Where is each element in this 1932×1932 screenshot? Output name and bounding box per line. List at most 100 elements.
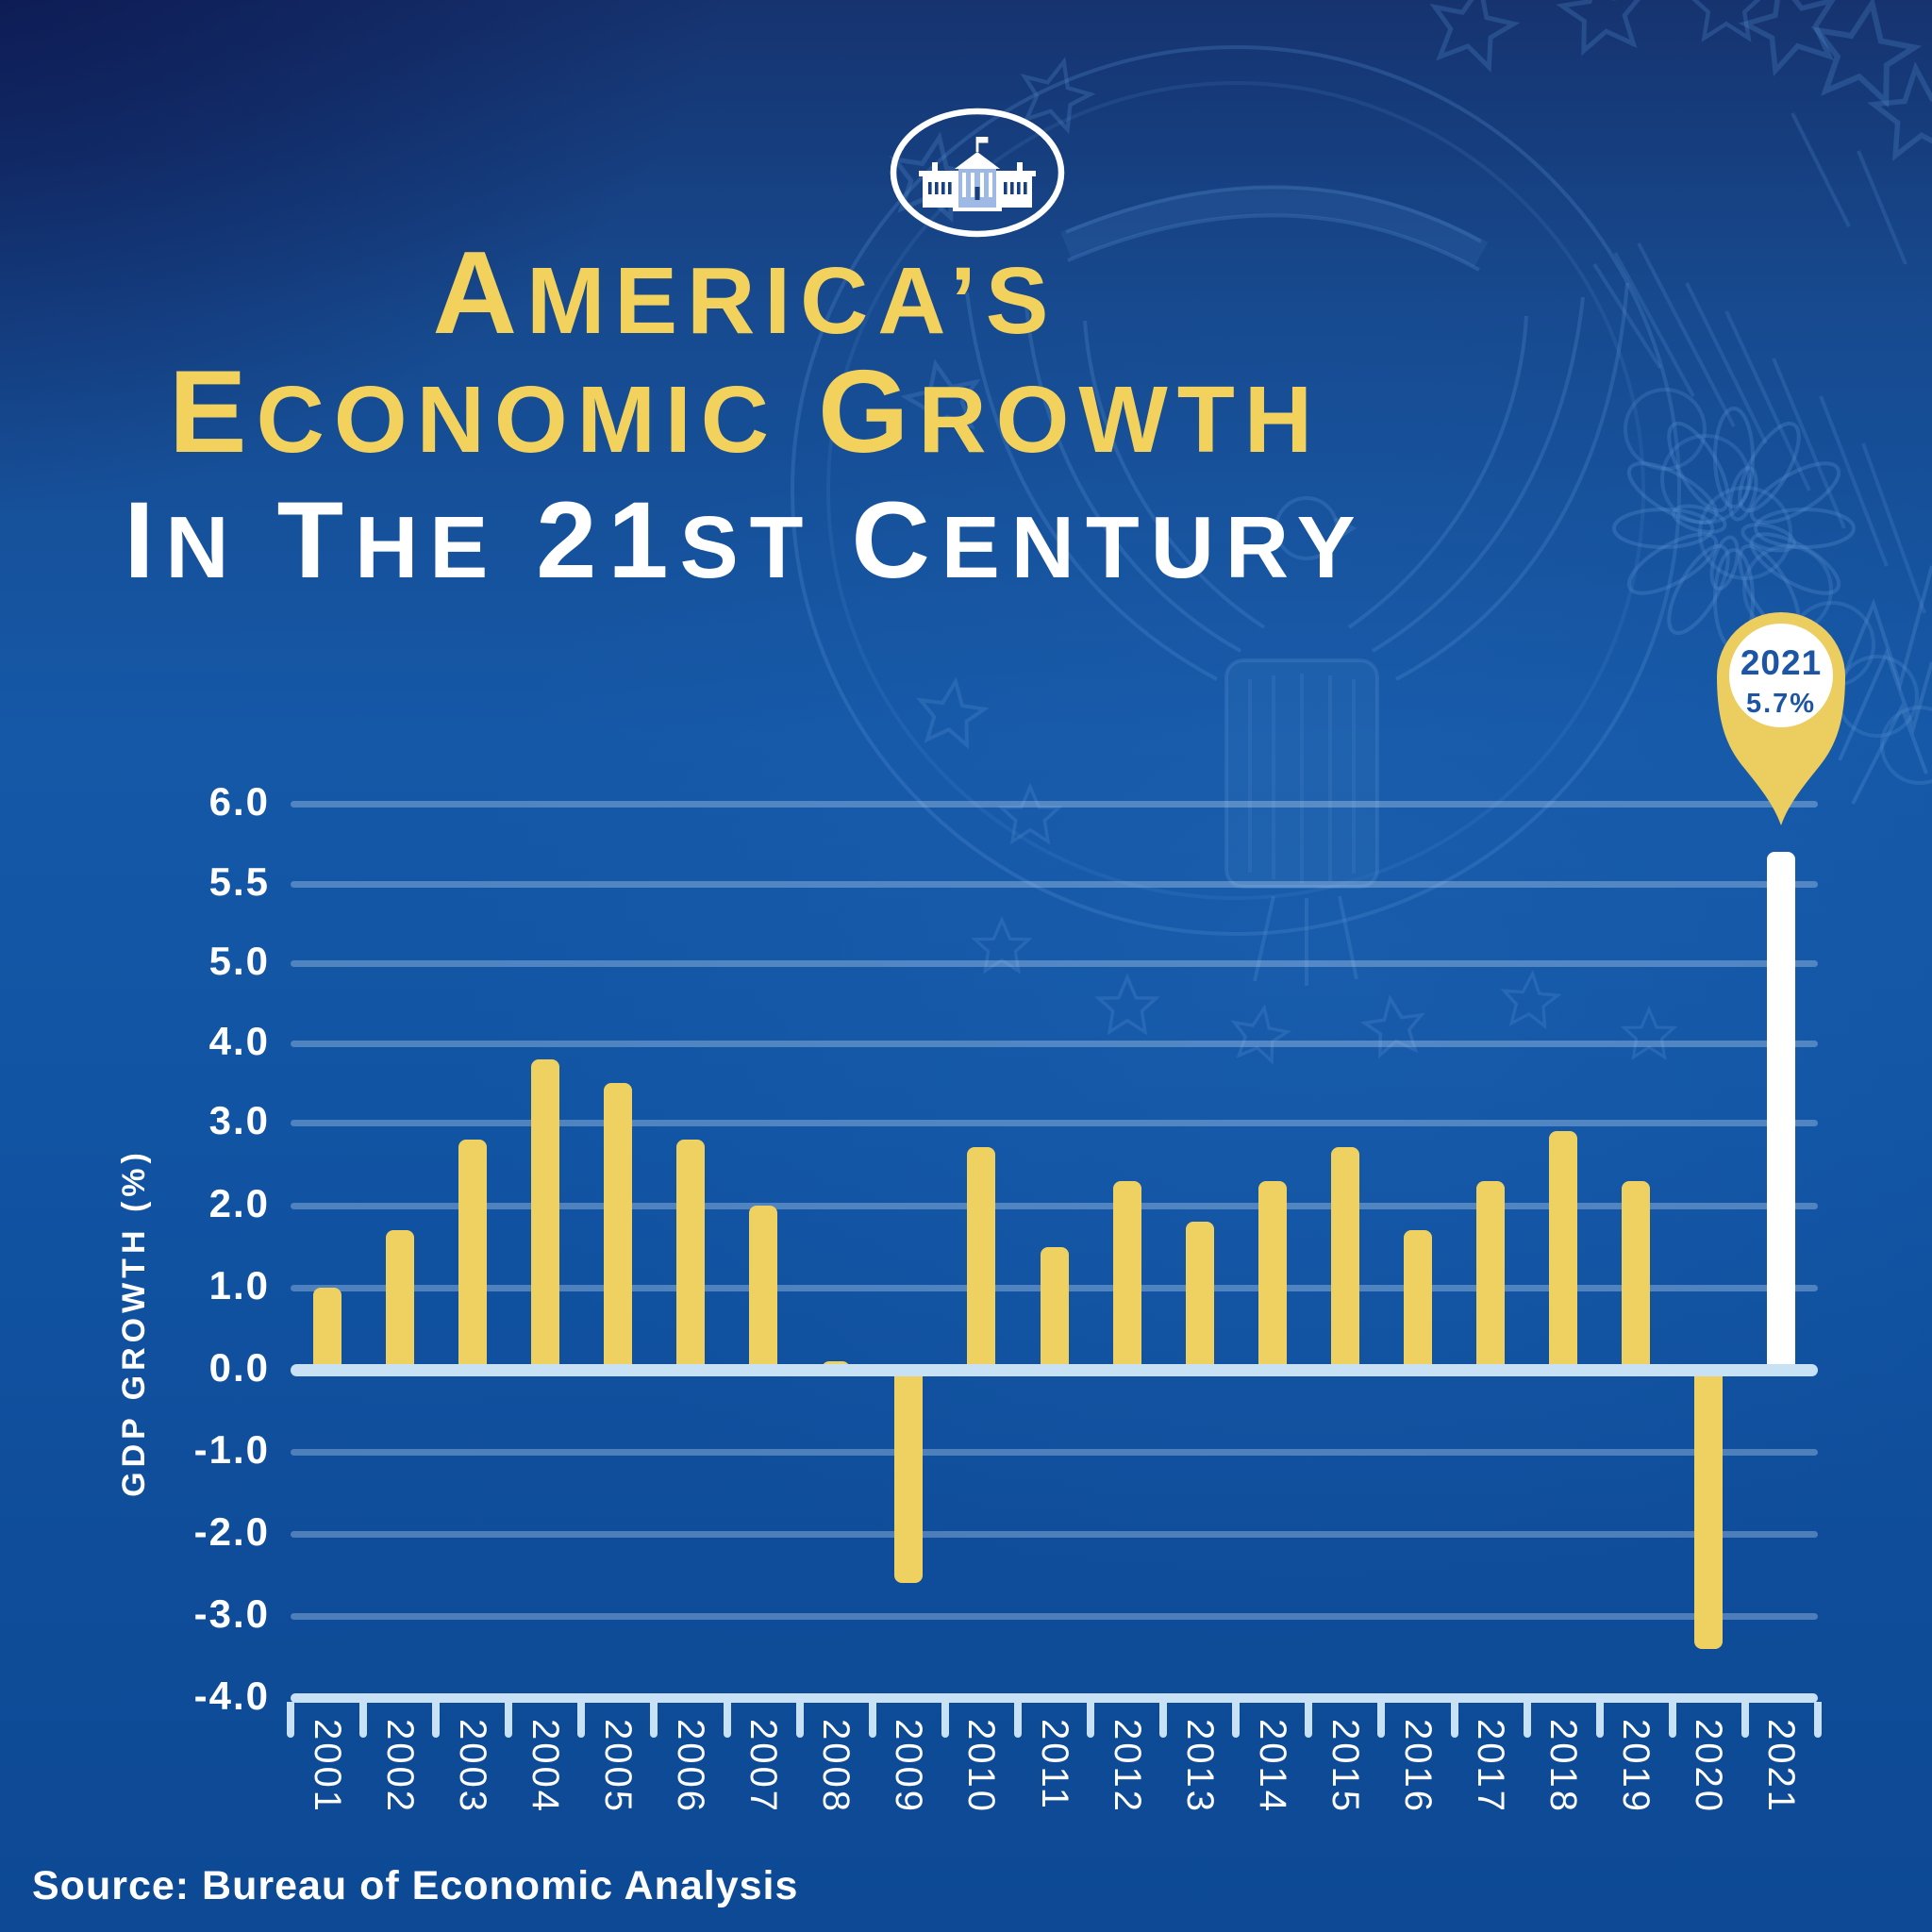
gridline-zero-baseline — [291, 1364, 1818, 1376]
x-tick-label-2008: 2008 — [815, 1719, 858, 1814]
y-tick-label--3.0: -3.0 — [193, 1591, 270, 1636]
x-axis-tick — [1814, 1702, 1822, 1738]
bar-2016 — [1403, 1230, 1432, 1370]
x-tick-label-2001: 2001 — [306, 1719, 348, 1814]
bar-2002 — [385, 1230, 414, 1370]
x-axis-tick — [1595, 1702, 1604, 1738]
title-word: In — [124, 479, 241, 601]
x-axis-tick — [868, 1702, 876, 1738]
gridline--3.0 — [291, 1613, 1818, 1620]
title-word: the — [276, 479, 500, 601]
bar-2018 — [1549, 1130, 1578, 1370]
seal-cloud-ring — [1624, 388, 1932, 785]
x-axis-tick — [287, 1702, 294, 1738]
y-tick-label--2.0: -2.0 — [193, 1509, 270, 1554]
pin-value-label: 5.7% — [1746, 689, 1816, 719]
x-axis-line — [291, 1693, 1818, 1703]
y-tick-label--4.0: -4.0 — [193, 1674, 270, 1718]
zigzag-pattern — [1826, 565, 1932, 805]
x-tick-label-2020: 2020 — [1688, 1719, 1730, 1814]
bar-2005 — [603, 1083, 632, 1370]
x-tick-label-2016: 2016 — [1396, 1719, 1439, 1814]
x-tick-label-2014: 2014 — [1251, 1719, 1293, 1814]
title-line-1: America’s — [83, 234, 1407, 353]
bar-2014 — [1257, 1180, 1287, 1370]
x-axis-tick — [723, 1702, 731, 1738]
bar-2015 — [1330, 1147, 1359, 1370]
gridline-5.0 — [291, 960, 1818, 967]
gridline-4.0 — [291, 1041, 1818, 1047]
x-axis-tick — [1013, 1702, 1022, 1738]
bar-2003 — [458, 1139, 487, 1370]
pin-year-label: 2021 — [1740, 643, 1822, 682]
x-axis-tick — [1523, 1702, 1531, 1738]
bar-2006 — [676, 1139, 706, 1370]
x-axis-tick — [1232, 1702, 1241, 1738]
y-axis-title: GDP Growth (%) — [116, 1148, 152, 1497]
x-tick-label-2019: 2019 — [1615, 1719, 1657, 1814]
x-tick-label-2013: 2013 — [1178, 1719, 1221, 1814]
bar-2017 — [1476, 1180, 1506, 1370]
title-word: Growth — [817, 347, 1323, 478]
bar-2020 — [1694, 1370, 1724, 1649]
source-note: Source: Bureau of Economic Analysis — [32, 1863, 799, 1908]
bar-2007 — [749, 1206, 778, 1370]
bar-2019 — [1622, 1180, 1651, 1370]
x-axis-tick — [1740, 1702, 1749, 1738]
seal-rays — [1592, 112, 1926, 614]
gridline-5.5 — [291, 881, 1818, 888]
x-tick-label-2003: 2003 — [451, 1719, 493, 1814]
gridline--2.0 — [291, 1531, 1818, 1538]
title-word: America’s — [432, 228, 1058, 358]
x-tick-label-2018: 2018 — [1542, 1719, 1585, 1814]
x-axis-tick — [795, 1702, 804, 1738]
x-tick-label-2010: 2010 — [960, 1719, 1003, 1814]
title-word: 21st — [536, 479, 815, 601]
2021-callout-pin: 2021 5.7% — [1717, 612, 1845, 825]
x-tick-label-2005: 2005 — [596, 1719, 639, 1814]
x-tick-label-2007: 2007 — [742, 1719, 785, 1814]
bar-2010 — [967, 1147, 996, 1370]
x-axis-tick — [577, 1702, 586, 1738]
bar-2009 — [894, 1370, 924, 1584]
bar-2012 — [1112, 1180, 1141, 1370]
bar-2021-highlight — [1767, 852, 1796, 1370]
x-axis-tick — [505, 1702, 513, 1738]
x-axis-tick — [1305, 1702, 1313, 1738]
y-tick-label-5.5: 5.5 — [208, 859, 270, 904]
y-tick-label--1.0: -1.0 — [193, 1427, 270, 1472]
logo-oval — [890, 108, 1065, 238]
title-word: Economic — [168, 347, 778, 478]
y-tick-label-1.0: 1.0 — [208, 1263, 270, 1307]
title-word: Century — [851, 479, 1367, 601]
bar-2004 — [530, 1058, 559, 1370]
y-tick-label-4.0: 4.0 — [208, 1019, 270, 1063]
y-tick-label-0.0: 0.0 — [208, 1345, 270, 1390]
seal-eagle-sketch — [791, 45, 1681, 986]
x-axis-tick — [1159, 1702, 1168, 1738]
title-line-2: Economic Growth — [83, 353, 1407, 472]
x-axis-tick — [650, 1702, 658, 1738]
x-tick-label-2006: 2006 — [670, 1719, 712, 1814]
gridline-6.0 — [291, 801, 1818, 808]
title-block: America’s Economic Growth In the 21st Centur… — [83, 234, 1407, 597]
x-tick-label-2012: 2012 — [1106, 1719, 1148, 1814]
x-axis-tick — [1377, 1702, 1386, 1738]
x-tick-label-2009: 2009 — [888, 1719, 930, 1814]
title-line-3: In the 21st Century — [83, 479, 1407, 601]
burst-flower — [1612, 407, 1856, 650]
x-axis-tick — [432, 1702, 441, 1738]
x-axis-tick — [1450, 1702, 1458, 1738]
white-house-logo — [890, 108, 1065, 238]
pin-inner-circle — [1729, 624, 1833, 727]
y-tick-label-2.0: 2.0 — [208, 1181, 270, 1225]
y-tick-label-3.0: 3.0 — [208, 1098, 270, 1142]
gridline-2.0 — [291, 1203, 1818, 1209]
white-house-icon — [919, 137, 1036, 211]
bar-2001 — [312, 1288, 341, 1370]
y-tick-label-6.0: 6.0 — [208, 779, 270, 824]
x-tick-label-2021: 2021 — [1760, 1719, 1803, 1814]
y-tick-label-5.0: 5.0 — [208, 939, 270, 983]
